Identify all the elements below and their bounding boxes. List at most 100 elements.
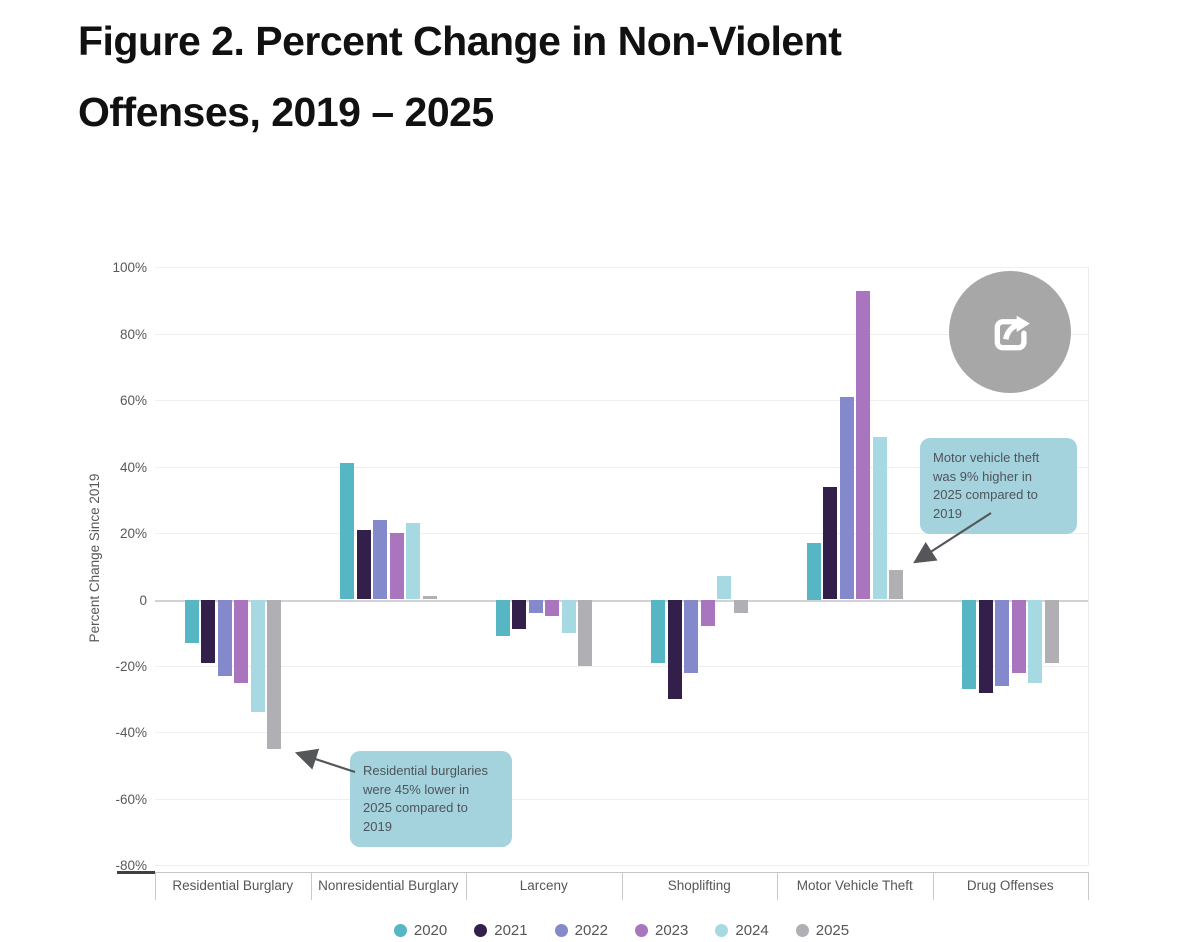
- bar-2023-shoplifting: [700, 599, 715, 627]
- legend-swatch: [715, 923, 729, 937]
- gridline: [155, 665, 1088, 667]
- callout-motor-vehicle-theft: Motor vehicle theft was 9% higher in 202…: [920, 438, 1077, 534]
- bar-2022-motor-vehicle-theft: [839, 396, 854, 600]
- bar-2020-residential-burglary: [184, 599, 199, 643]
- y-tick-label: -80%: [115, 858, 147, 874]
- legend-item-2024: 2024: [715, 921, 769, 939]
- y-tick-label: -20%: [115, 658, 147, 674]
- legend-label: 2025: [815, 921, 850, 939]
- gridline: [155, 333, 1088, 335]
- legend-item-2021: 2021: [474, 921, 528, 939]
- category-label: Motor Vehicle Theft: [796, 878, 913, 893]
- page-title-line-1: Figure 2. Percent Change in Non-Violent: [78, 18, 842, 64]
- y-tick-label: -40%: [115, 725, 147, 741]
- gridline: [155, 533, 1088, 535]
- bar-2020-drug-offenses: [962, 599, 976, 690]
- legend: 2020 2021 2022 2023 2024 2025: [155, 919, 1088, 941]
- legend-item-2023: 2023: [635, 922, 688, 939]
- gridline: [155, 267, 1088, 269]
- gridline: [155, 466, 1088, 468]
- x-axis-line: [117, 872, 1088, 873]
- x-axis-tick: [621, 872, 623, 900]
- bar-2021-drug-offenses: [978, 599, 993, 693]
- y-tick-label: 100%: [112, 260, 147, 276]
- y-tick-label: 0: [139, 592, 147, 608]
- bar-2025-larceny: [578, 599, 592, 666]
- bar-2025-shoplifting: [733, 599, 748, 613]
- share-export-icon: [994, 315, 1030, 351]
- bar-2025-residential-burglary: [267, 599, 281, 749]
- legend-item-2022: 2022: [554, 921, 608, 939]
- gridline: [155, 732, 1088, 734]
- bar-2021-residential-burglary: [201, 599, 215, 663]
- bar-2020-nonresidential-burglary: [340, 463, 354, 600]
- bar-2024-shoplifting: [717, 576, 731, 600]
- bar-2021-shoplifting: [667, 599, 682, 700]
- gridline: [155, 400, 1088, 402]
- bar-2023-nonresidential-burglary: [389, 533, 404, 600]
- category-label: Drug Offenses: [966, 878, 1054, 893]
- x-axis-tick: [466, 872, 467, 900]
- page-title-line-2: Offenses, 2019 – 2025: [78, 89, 494, 135]
- bar-2024-nonresidential-burglary: [406, 523, 420, 600]
- legend-swatch: [554, 923, 568, 937]
- legend-label: 2024: [735, 921, 769, 939]
- legend-label: 2020: [413, 921, 448, 939]
- category-label: Larceny: [519, 878, 568, 893]
- legend-label: 2022: [574, 921, 608, 939]
- bar-2021-nonresidential-burglary: [356, 529, 371, 600]
- legend-swatch: [635, 923, 648, 937]
- bar-2022-residential-burglary: [217, 599, 232, 676]
- bar-2023-larceny: [545, 599, 559, 617]
- legend-item-2025: 2025: [795, 921, 850, 939]
- bar-2020-shoplifting: [651, 599, 665, 663]
- bar-2020-motor-vehicle-theft: [806, 543, 821, 600]
- legend-swatch: [474, 923, 488, 937]
- legend-label: 2021: [494, 921, 528, 939]
- y-tick-label: 40%: [119, 459, 147, 475]
- y-tick-label: -60%: [115, 791, 147, 807]
- bar-2022-nonresidential-burglary: [373, 519, 387, 600]
- legend-item-2020: 2020: [393, 921, 448, 939]
- plot-right-border: [1088, 267, 1089, 866]
- bar-2025-motor-vehicle-theft: [889, 569, 903, 600]
- x-axis-tick: [1088, 872, 1089, 900]
- category-label: Nonresidential Burglary: [318, 878, 459, 893]
- bar-2023-drug-offenses: [1011, 599, 1026, 673]
- category-label: Residential Burglary: [172, 878, 294, 893]
- legend-swatch: [393, 923, 407, 937]
- category-label: Shoplifting: [667, 878, 731, 893]
- x-axis-tick: [932, 872, 934, 900]
- bar-2024-motor-vehicle-theft: [872, 436, 887, 600]
- bar-2024-larceny: [561, 599, 576, 633]
- bar-2020-larceny: [495, 599, 510, 636]
- x-axis-tick: [310, 872, 312, 900]
- x-axis-tick: [155, 872, 156, 900]
- x-axis-tick: [777, 872, 778, 900]
- bar-2024-residential-burglary: [250, 599, 265, 713]
- y-tick-label: 20%: [119, 526, 147, 542]
- y-axis-title: Percent Change Since 2019: [86, 473, 102, 643]
- arrow-to-residential-burglary-bar: [294, 748, 356, 774]
- page-title: Figure 2. Percent Change in Non-Violent …: [78, 6, 1058, 148]
- callout-residential-burglary: Residential burglaries were 45% lower in…: [350, 751, 512, 847]
- legend-swatch: [795, 923, 809, 937]
- bar-2025-drug-offenses: [1044, 599, 1059, 663]
- bar-2022-larceny: [528, 599, 543, 613]
- y-tick-label: 80%: [119, 326, 147, 342]
- bar-2024-drug-offenses: [1028, 599, 1042, 683]
- y-tick-label: 60%: [119, 393, 147, 409]
- x-axis-origin-segment: [117, 871, 155, 874]
- bar-2021-motor-vehicle-theft: [823, 486, 837, 600]
- bar-2023-motor-vehicle-theft: [856, 290, 870, 600]
- gridline: [155, 798, 1088, 800]
- gridline: [155, 865, 1088, 867]
- share-button[interactable]: [949, 271, 1071, 393]
- bar-2021-larceny: [512, 599, 526, 630]
- bar-2023-residential-burglary: [234, 599, 248, 683]
- legend-label: 2023: [655, 921, 689, 939]
- bar-2022-drug-offenses: [995, 599, 1009, 686]
- bar-2022-shoplifting: [684, 599, 698, 673]
- bar-2025-nonresidential-burglary: [422, 596, 437, 600]
